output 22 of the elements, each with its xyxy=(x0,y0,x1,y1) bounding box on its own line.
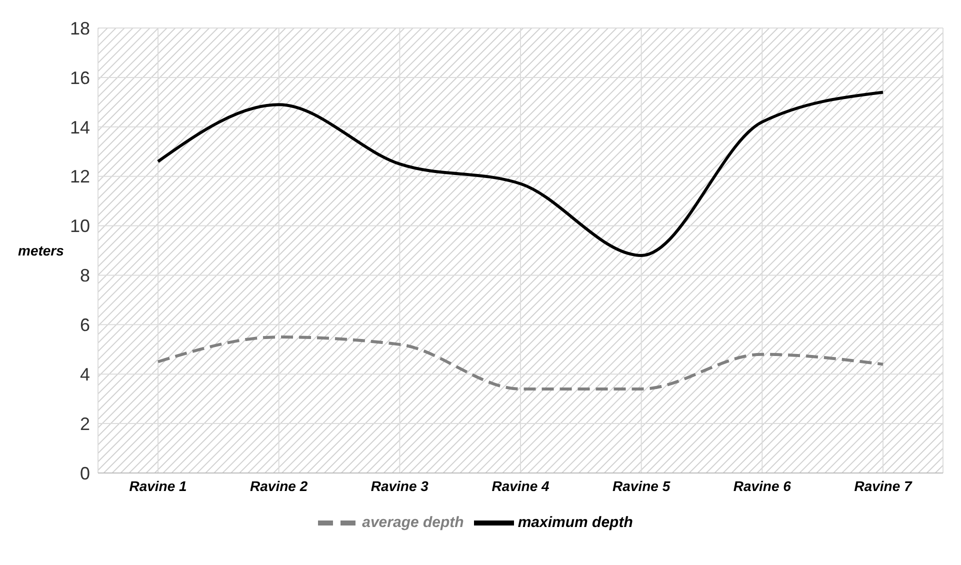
y-tick-label: 14 xyxy=(70,117,90,138)
y-tick-label: 8 xyxy=(80,266,90,286)
y-tick-label: 0 xyxy=(80,463,90,484)
y-tick-label: 2 xyxy=(80,414,90,434)
y-tick-label: 18 xyxy=(70,18,90,38)
x-tick-label: Ravine 3 xyxy=(370,478,429,494)
y-tick-label: 10 xyxy=(70,216,90,236)
line-series xyxy=(156,90,884,257)
x-tick-label: Ravine 2 xyxy=(250,478,308,494)
y-axis-title: meters xyxy=(18,242,64,258)
line-series xyxy=(156,336,884,390)
x-tick-label: Ravine 7 xyxy=(854,478,914,494)
y-tick-label: 16 xyxy=(70,68,90,88)
x-tick-label: Ravine 1 xyxy=(129,478,188,494)
legend-label: maximum depth xyxy=(518,514,633,531)
y-tick-label: 12 xyxy=(70,166,90,187)
x-tick-label: Ravine 6 xyxy=(733,478,792,494)
x-tick-label: Ravine 5 xyxy=(612,478,670,494)
y-tick-label: 6 xyxy=(80,315,90,336)
y-tick-label: 4 xyxy=(80,364,90,384)
legend-label: average depth xyxy=(362,514,464,531)
x-tick-label: Ravine 4 xyxy=(492,478,550,494)
